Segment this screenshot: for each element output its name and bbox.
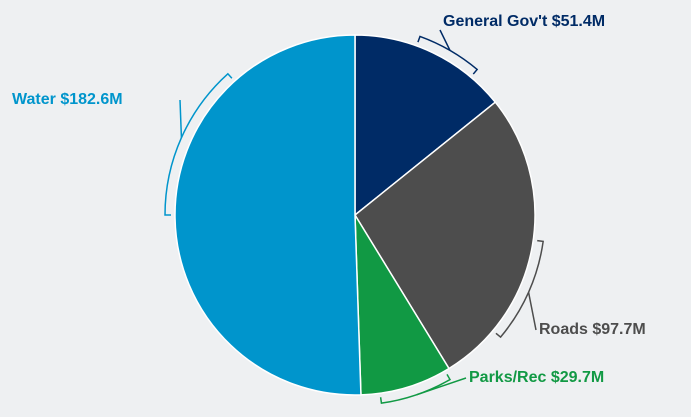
slice-label: Water $182.6M [12,91,123,108]
value-label: $51.4M [552,13,605,30]
leader-line [439,29,451,51]
category-name: Parks/Rec [469,369,546,386]
leader-line [527,292,537,331]
pie-slice [354,34,497,217]
label-bracket [164,72,233,216]
leader-line [416,377,467,396]
slice-label: General Gov't $51.4M [443,13,605,30]
label-bracket [379,373,452,404]
value-label: $29.7M [551,369,604,386]
leader-line [179,99,183,138]
value-label: $97.7M [592,321,645,338]
label-bracket [417,35,479,75]
slice-label: Roads $97.7M [539,321,646,338]
category-name: Water [12,91,56,108]
slice-label: Parks/Rec $29.7M [469,369,604,386]
pie-slice [354,101,536,370]
value-label: $182.6M [60,91,122,108]
category-name: Roads [539,321,588,338]
category-name: General Gov't [443,13,548,30]
pie-slice [354,212,451,396]
pie-slice [174,34,362,396]
